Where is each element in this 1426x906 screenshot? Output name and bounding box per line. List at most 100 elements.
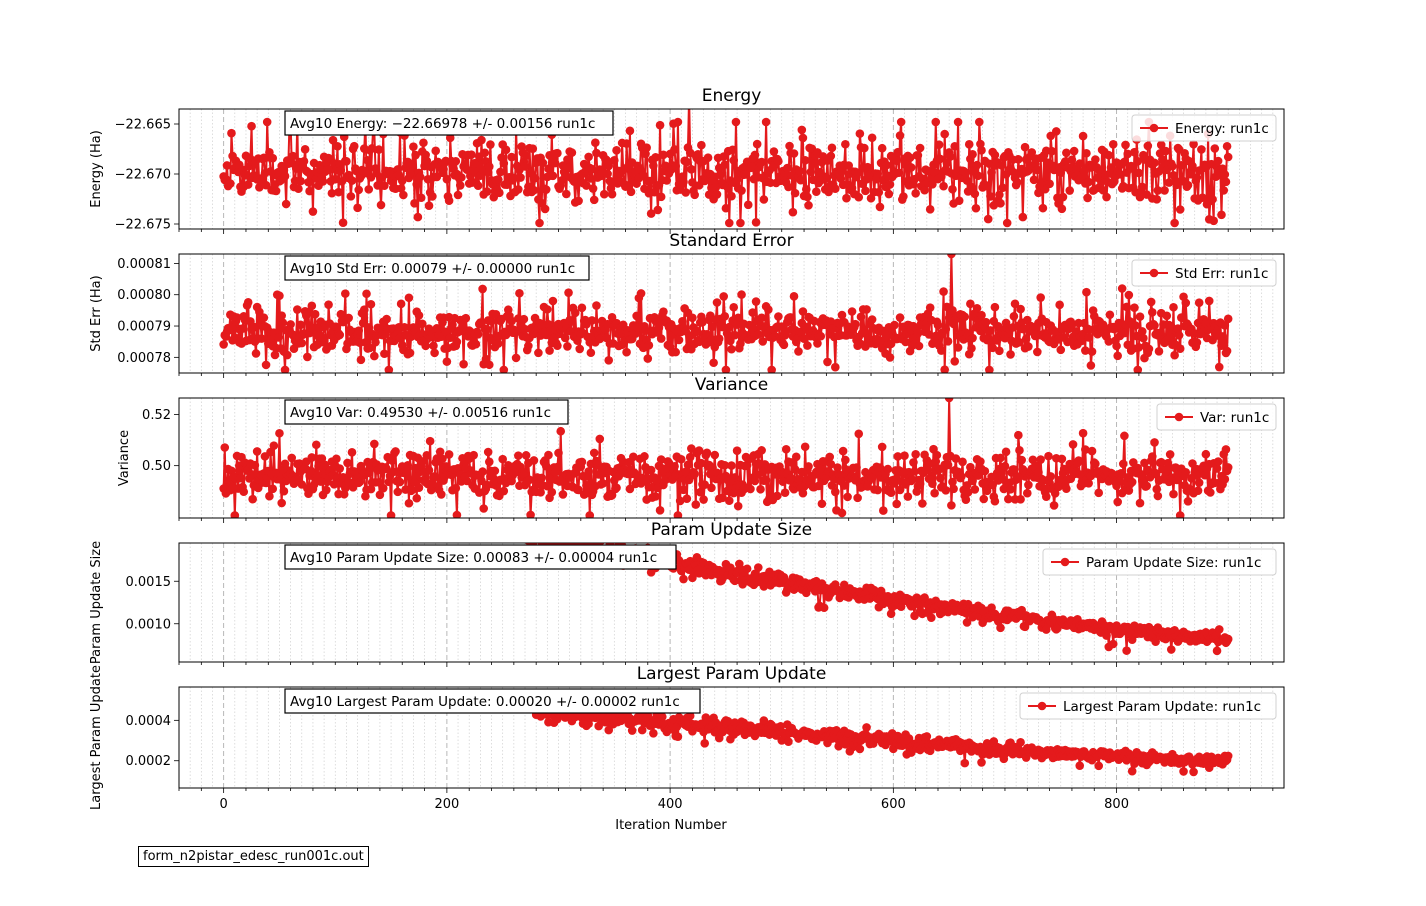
data-point <box>477 135 486 145</box>
data-point <box>521 151 531 161</box>
data-point <box>823 357 832 367</box>
data-point <box>365 343 375 353</box>
data-point <box>399 190 408 200</box>
data-point <box>1000 461 1010 471</box>
data-point <box>729 156 739 165</box>
data-point <box>467 150 476 160</box>
x-tick-label: 0 <box>220 797 228 812</box>
data-point <box>783 163 792 173</box>
data-point <box>953 117 963 127</box>
annotation-text: Avg10 Var: 0.49530 +/- 0.00516 run1c <box>290 405 551 421</box>
data-point <box>404 293 414 303</box>
data-point <box>1022 488 1032 498</box>
data-point <box>563 342 572 351</box>
data-point <box>607 189 617 199</box>
legend-label: Var: run1c <box>1200 410 1269 426</box>
data-point <box>293 305 302 314</box>
data-point <box>1133 365 1143 373</box>
data-point <box>920 185 929 195</box>
data-point <box>961 168 971 178</box>
data-point <box>534 526 543 535</box>
data-point <box>1220 321 1230 330</box>
data-point <box>1223 314 1233 324</box>
data-point <box>451 483 461 493</box>
data-point <box>1164 178 1174 187</box>
data-point <box>586 174 596 183</box>
data-point <box>452 337 462 347</box>
data-point <box>366 299 376 309</box>
data-point <box>1067 320 1077 330</box>
data-point <box>438 454 447 464</box>
data-point <box>670 461 679 471</box>
data-point <box>305 186 314 196</box>
data-point <box>714 334 724 344</box>
data-point <box>525 475 534 485</box>
data-point <box>437 490 446 499</box>
data-point <box>416 193 426 203</box>
data-point <box>236 473 245 483</box>
data-point <box>521 523 530 532</box>
data-point <box>471 339 481 349</box>
data-point <box>227 128 236 138</box>
data-point <box>877 442 887 452</box>
data-point <box>761 117 771 127</box>
data-point <box>1219 186 1229 195</box>
data-point <box>976 457 985 466</box>
data-point <box>757 157 766 167</box>
data-point <box>900 451 909 461</box>
data-point <box>903 492 913 501</box>
data-point <box>852 463 861 472</box>
data-point <box>1086 361 1096 370</box>
y-tick-label: 0.0010 <box>126 617 172 632</box>
data-point <box>838 446 848 456</box>
data-point <box>1221 177 1231 187</box>
data-point <box>584 152 593 162</box>
data-point <box>307 453 317 462</box>
data-point <box>537 473 547 483</box>
data-point <box>405 348 415 358</box>
data-point <box>873 169 883 179</box>
data-point <box>316 477 326 486</box>
data-point <box>577 457 587 467</box>
data-point <box>380 349 389 359</box>
data-point <box>430 348 439 358</box>
annotation-text: Avg10 Energy: −22.66978 +/- 0.00156 run1… <box>290 116 595 132</box>
data-point <box>1143 141 1153 151</box>
data-point <box>996 623 1005 633</box>
data-point <box>1147 308 1157 317</box>
data-point <box>1179 767 1188 776</box>
data-point <box>455 181 465 190</box>
data-point <box>545 346 554 355</box>
data-point <box>1120 328 1129 338</box>
data-point <box>1214 362 1224 372</box>
data-point <box>759 582 769 591</box>
data-point <box>584 467 593 476</box>
data-point <box>1212 327 1222 336</box>
data-point <box>300 145 310 154</box>
data-point <box>909 458 918 467</box>
data-point <box>895 485 905 495</box>
data-point <box>1212 464 1222 473</box>
data-point <box>562 189 571 199</box>
data-point <box>397 176 407 186</box>
data-point <box>844 161 853 170</box>
data-point <box>422 450 432 460</box>
data-point <box>550 158 560 168</box>
data-point <box>524 341 533 351</box>
data-point <box>1214 625 1224 634</box>
data-point <box>853 168 862 178</box>
data-point <box>682 494 692 503</box>
data-point <box>742 564 752 574</box>
data-point <box>1189 767 1198 777</box>
data-point <box>1016 494 1025 504</box>
data-point <box>1147 452 1157 461</box>
data-point <box>1169 302 1178 312</box>
data-point <box>347 176 357 185</box>
data-point <box>998 183 1008 193</box>
data-point <box>374 145 384 154</box>
data-point <box>499 365 509 373</box>
data-point <box>1094 761 1104 771</box>
data-point <box>561 532 570 541</box>
data-point <box>250 460 260 470</box>
data-point <box>554 534 563 543</box>
